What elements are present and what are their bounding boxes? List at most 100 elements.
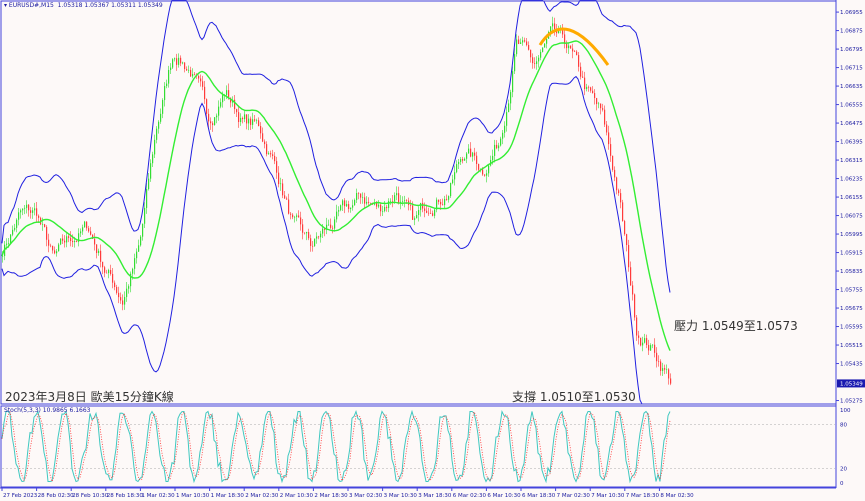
candle-body bbox=[430, 213, 432, 214]
candle bbox=[462, 156, 464, 164]
candle-body bbox=[206, 99, 208, 114]
candle-body bbox=[322, 228, 324, 234]
candle-body bbox=[494, 144, 496, 156]
candle bbox=[258, 117, 260, 127]
candle-body bbox=[552, 23, 554, 27]
candle-body bbox=[94, 238, 96, 245]
candle bbox=[638, 330, 640, 345]
candle bbox=[392, 194, 394, 208]
candle bbox=[102, 261, 104, 275]
candle bbox=[668, 368, 670, 385]
candle bbox=[636, 314, 638, 341]
price-tick-label: 1.05515 bbox=[840, 343, 863, 349]
stochastic-panel[interactable] bbox=[1, 409, 835, 484]
candle-body bbox=[334, 219, 336, 229]
candle-body bbox=[536, 61, 538, 64]
candle-body bbox=[392, 201, 394, 202]
candle-body bbox=[538, 57, 540, 62]
price-panel[interactable] bbox=[1, 0, 672, 405]
candle-body bbox=[254, 119, 256, 121]
candle-body bbox=[296, 215, 298, 217]
candle bbox=[662, 362, 664, 376]
price-tick-label: 1.06955 bbox=[840, 10, 863, 16]
candle bbox=[266, 141, 268, 157]
candle bbox=[296, 213, 298, 222]
candle bbox=[194, 71, 196, 76]
candle bbox=[664, 364, 666, 375]
candle bbox=[536, 56, 538, 70]
candle bbox=[612, 155, 614, 172]
candle bbox=[616, 176, 618, 195]
candle bbox=[128, 284, 130, 294]
candle bbox=[544, 43, 546, 48]
candle-body bbox=[98, 250, 100, 253]
candle-body bbox=[472, 152, 474, 157]
candle bbox=[172, 58, 174, 70]
candle bbox=[572, 43, 574, 59]
candle-body bbox=[380, 204, 382, 212]
candle bbox=[396, 186, 398, 201]
candle bbox=[242, 116, 244, 124]
candle bbox=[658, 355, 660, 367]
candle-body bbox=[216, 115, 218, 118]
candle bbox=[410, 199, 412, 211]
candle-body bbox=[476, 155, 478, 164]
candle bbox=[502, 129, 504, 145]
candle-body bbox=[120, 297, 122, 301]
candle-body bbox=[148, 178, 150, 190]
moving-average-line bbox=[1, 40, 671, 351]
candle-body bbox=[498, 145, 500, 149]
candle bbox=[78, 228, 80, 247]
price-tick-label: 1.05435 bbox=[840, 362, 863, 368]
candle bbox=[142, 223, 144, 241]
candle-body bbox=[518, 39, 520, 44]
candle-body bbox=[640, 337, 642, 346]
candle bbox=[510, 89, 512, 111]
candle-body bbox=[318, 236, 320, 238]
candle-body bbox=[64, 240, 66, 243]
candle bbox=[472, 151, 474, 162]
candle-body bbox=[664, 368, 666, 370]
candle-body bbox=[204, 86, 206, 100]
candle-body bbox=[600, 103, 602, 109]
candle-body bbox=[402, 201, 404, 202]
candle bbox=[554, 17, 556, 36]
time-tick-label: 3 Mar 10:30 bbox=[384, 493, 418, 499]
candle-body bbox=[516, 39, 518, 55]
candle bbox=[180, 55, 182, 67]
candle-body bbox=[426, 210, 428, 213]
candle bbox=[518, 35, 520, 45]
candle bbox=[212, 121, 214, 132]
candle bbox=[246, 114, 248, 130]
candle-body bbox=[198, 76, 200, 79]
candle-body bbox=[298, 215, 300, 218]
candle bbox=[590, 86, 592, 93]
candle-body bbox=[48, 239, 50, 246]
candle bbox=[110, 264, 112, 276]
candle bbox=[614, 166, 616, 182]
candle bbox=[312, 241, 314, 252]
price-tick-label: 1.06315 bbox=[840, 158, 863, 164]
candle-body bbox=[22, 208, 24, 211]
candle-body bbox=[258, 120, 260, 127]
candle bbox=[164, 82, 166, 107]
time-tick-label: 7 Mar 10:30 bbox=[591, 493, 625, 499]
candle bbox=[278, 166, 280, 188]
candle bbox=[632, 281, 634, 301]
time-tick-label: 2 Mar 18:30 bbox=[314, 493, 348, 499]
candle-body bbox=[624, 221, 626, 235]
candle-body bbox=[140, 236, 142, 246]
candle bbox=[460, 157, 462, 165]
candle-body bbox=[116, 287, 118, 293]
candle-body bbox=[218, 106, 220, 116]
candle bbox=[470, 142, 472, 158]
candle bbox=[598, 101, 600, 109]
candle bbox=[378, 200, 380, 209]
candle bbox=[642, 336, 644, 352]
candle bbox=[630, 261, 632, 286]
candle bbox=[466, 151, 468, 164]
candle-body bbox=[210, 121, 212, 124]
candle-body bbox=[138, 245, 140, 252]
candle-body bbox=[14, 227, 16, 230]
